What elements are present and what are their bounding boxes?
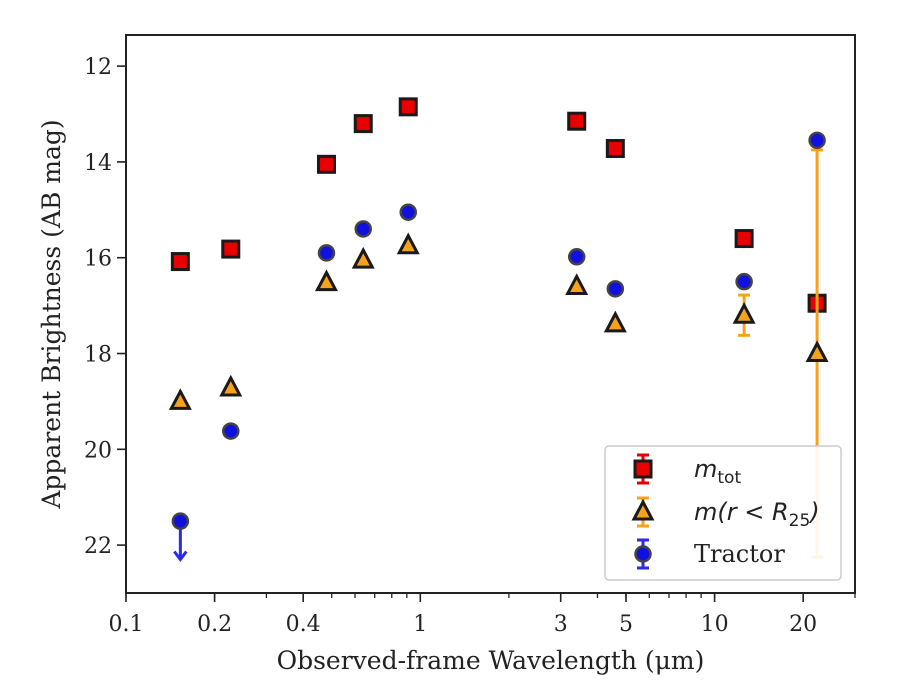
y-tick-label: 20 xyxy=(84,438,112,463)
data-point-circle xyxy=(735,272,753,291)
data-point-triangle xyxy=(314,269,338,292)
legend-marker xyxy=(631,498,655,521)
data-point-square xyxy=(316,154,336,174)
data-point-triangle xyxy=(351,246,375,269)
legend-label-base: m(r < R xyxy=(694,498,789,526)
data-point-circle xyxy=(567,248,586,266)
data-point-circle xyxy=(317,244,336,262)
y-tick-label: 12 xyxy=(84,55,112,80)
y-tick-label: 22 xyxy=(84,534,112,559)
legend-label: m(r < R25) xyxy=(694,498,820,531)
data-point-triangle xyxy=(565,273,589,295)
x-axis-label: Observed-frame Wavelength (μm) xyxy=(277,646,705,675)
x-tick-label: 1 xyxy=(413,612,427,637)
data-point-square xyxy=(398,97,418,117)
legend-label-subscript: tot xyxy=(717,468,741,488)
data-point-circle xyxy=(808,131,826,150)
x-tick-label: 0.2 xyxy=(197,612,232,637)
data-point-square xyxy=(734,229,754,249)
data-point-square xyxy=(353,114,373,134)
upper-limit-arrowhead xyxy=(173,550,188,562)
legend-marker xyxy=(634,545,652,563)
series-tractor xyxy=(171,131,826,562)
legend-item-mr25: m(r < R25) xyxy=(631,496,820,531)
x-tick-label: 3 xyxy=(554,612,568,637)
legend: mtot m(r < R25) Tractor xyxy=(604,445,842,581)
data-point-square xyxy=(170,252,190,272)
legend-item-tractor: Tractor xyxy=(634,538,785,570)
data-point-triangle xyxy=(396,232,420,255)
x-tick-label: 10 xyxy=(701,612,729,637)
y-axis-ticks: 12 14 16 18 20 22 xyxy=(84,55,126,559)
data-point-square xyxy=(567,111,587,131)
data-point-circle xyxy=(171,512,190,530)
data-point-circle xyxy=(399,203,417,221)
legend-label: mtot xyxy=(694,455,741,488)
x-tick-label: 0.1 xyxy=(109,612,144,637)
legend-label-tail: ) xyxy=(808,498,819,526)
x-tick-label: 0.4 xyxy=(286,612,321,637)
data-point-triangle xyxy=(732,301,756,324)
data-point-triangle xyxy=(219,374,243,397)
data-point-triangle xyxy=(603,310,627,333)
legend-label: Tractor xyxy=(694,540,785,568)
data-point-circle xyxy=(354,220,373,238)
legend-label-base: Tractor xyxy=(694,540,785,568)
plot-frame xyxy=(125,34,856,594)
y-tick-label: 16 xyxy=(84,247,112,272)
data-point-square xyxy=(605,139,625,159)
data-point-circle xyxy=(222,422,240,440)
data-point-circle xyxy=(606,280,625,298)
x-tick-label: 20 xyxy=(789,612,817,637)
data-point-triangle xyxy=(805,340,829,363)
data-point-triangle xyxy=(168,388,192,410)
legend-box xyxy=(604,445,842,581)
x-tick-label: 5 xyxy=(619,612,633,637)
legend-marker xyxy=(633,459,653,479)
y-tick-label: 18 xyxy=(84,343,112,368)
series-mtot xyxy=(170,97,827,313)
y-axis-label: Apparent Brightness (AB mag) xyxy=(37,119,66,509)
data-point-square xyxy=(221,239,241,259)
y-tick-label: 14 xyxy=(84,151,112,176)
legend-item-mtot: mtot xyxy=(633,453,741,488)
legend-label-subscript: 25 xyxy=(789,511,811,531)
x-axis-ticks: 0.1 0.2 0.4 1 3 5 10 20 xyxy=(109,593,817,637)
legend-label-base: m xyxy=(694,455,717,483)
